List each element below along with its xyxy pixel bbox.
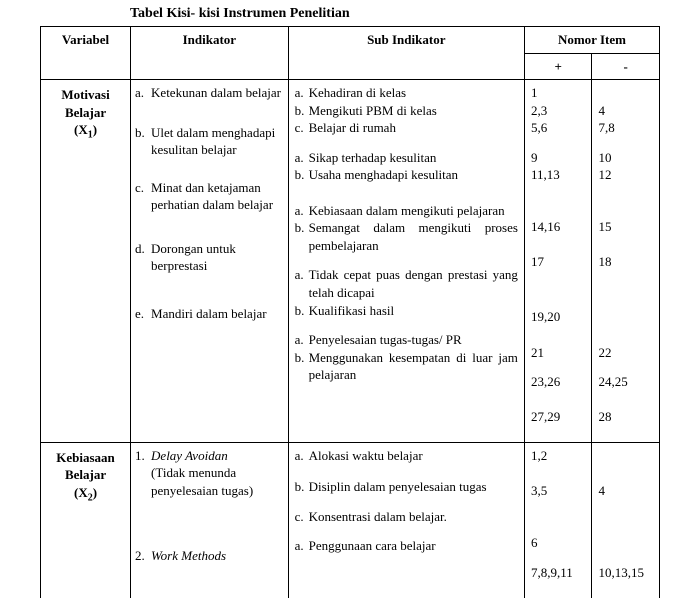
plus-cell: 1,2 3,5 6 7,8,9,11 (524, 442, 592, 597)
header-minus: - (592, 53, 660, 80)
plus-cell: 1 2,3 5,6 9 11,13 14,16 17 19,20 (524, 80, 592, 443)
minus-cell: 4 10,13,15 (592, 442, 660, 597)
header-variabel: Variabel (41, 27, 131, 80)
header-sub-indikator: Sub Indikator (288, 27, 524, 80)
minus-cell: 4 7,8 10 12 15 18 22 (592, 80, 660, 443)
variabel-cell: Motivasi Belajar (X1) (41, 80, 131, 443)
sub-indikator-cell: a.Kehadiran di kelas b.Mengikuti PBM di … (288, 80, 524, 443)
header-indikator: Indikator (131, 27, 289, 80)
variabel-line: Motivasi (47, 86, 124, 104)
variabel-line: Kebiasaan (47, 449, 124, 467)
header-nomor-item: Nomor Item (524, 27, 659, 54)
variabel-line: (X2) (47, 484, 124, 505)
table-row: Kebiasaan Belajar (X2) 1.Delay Avoidan (… (41, 442, 660, 597)
table-title: Tabel Kisi- kisi Instrumen Penelitian (0, 0, 700, 26)
variabel-line: Belajar (47, 104, 124, 122)
instrument-table: Variabel Indikator Sub Indikator Nomor I… (40, 26, 660, 598)
indikator-cell: 1.Delay Avoidan (Tidak menunda penyelesa… (131, 442, 289, 597)
table-row: Motivasi Belajar (X1) a.Ketekunan dalam … (41, 80, 660, 443)
variabel-line: Belajar (47, 466, 124, 484)
variabel-cell: Kebiasaan Belajar (X2) (41, 442, 131, 597)
variabel-line: (X1) (47, 121, 124, 142)
indikator-cell: a.Ketekunan dalam belajar b.Ulet dalam m… (131, 80, 289, 443)
sub-indikator-cell: a.Alokasi waktu belajar b.Disiplin dalam… (288, 442, 524, 597)
header-plus: + (524, 53, 592, 80)
